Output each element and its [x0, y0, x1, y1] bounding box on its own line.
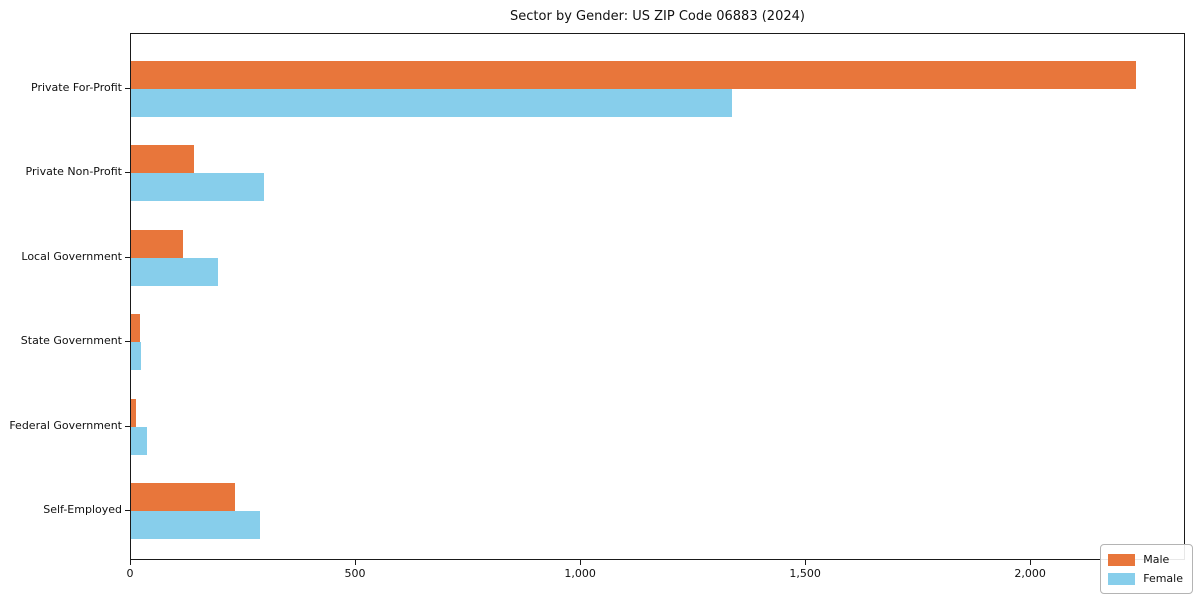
x-tick-mark — [355, 560, 357, 565]
bar-female-federal-government — [131, 426, 147, 455]
bar-male-self-employed — [131, 483, 235, 511]
bar-male-private-non-profit — [131, 145, 194, 174]
legend-item-female: Female — [1108, 569, 1183, 588]
x-tick-mark — [805, 560, 807, 565]
bar-female-private-non-profit — [131, 173, 265, 202]
y-tick-label-private-for-profit: Private For-Profit — [31, 81, 122, 94]
chart-title: Sector by Gender: US ZIP Code 06883 (202… — [510, 9, 805, 24]
y-tick-mark — [125, 88, 130, 89]
legend-item-male: Male — [1108, 550, 1183, 569]
x-tick-label-500: 500 — [344, 567, 366, 580]
y-tick-label-local-government: Local Government — [21, 249, 122, 263]
legend: Male Female — [1100, 544, 1193, 594]
bar-male-local-government — [131, 229, 183, 258]
y-tick-mark — [125, 341, 130, 343]
y-tick-mark — [125, 510, 130, 511]
bar-male-private-for-profit — [131, 61, 1137, 89]
y-tick-mark — [125, 425, 130, 427]
x-tick-label-2000: 2,000 — [1014, 567, 1046, 580]
bar-female-state-government — [131, 342, 142, 371]
x-tick-label-1000: 1,000 — [564, 567, 596, 580]
y-tick-label-federal-government: Federal Government — [9, 418, 122, 432]
y-tick-label-self-employed: Self-Employed — [43, 503, 122, 516]
legend-label-female: Female — [1143, 572, 1183, 585]
plot-area — [130, 33, 1185, 560]
y-tick-mark — [125, 256, 130, 258]
bar-male-state-government — [131, 314, 140, 343]
bar-male-federal-government — [131, 398, 137, 427]
x-tick-mark — [130, 560, 131, 565]
legend-swatch-female — [1108, 572, 1136, 585]
bar-female-private-for-profit — [131, 89, 733, 117]
bar-female-local-government — [131, 257, 218, 286]
y-tick-mark — [125, 172, 130, 174]
legend-swatch-male — [1108, 553, 1136, 566]
y-tick-label-private-non-profit: Private Non-Profit — [25, 165, 122, 179]
legend-label-male: Male — [1143, 553, 1170, 566]
x-tick-mark — [1030, 560, 1032, 565]
bar-female-self-employed — [131, 511, 261, 539]
y-tick-label-state-government: State Government — [20, 334, 122, 348]
x-tick-label-0: 0 — [126, 567, 134, 580]
x-tick-label-1500: 1,500 — [789, 567, 821, 580]
x-tick-mark — [580, 560, 582, 565]
